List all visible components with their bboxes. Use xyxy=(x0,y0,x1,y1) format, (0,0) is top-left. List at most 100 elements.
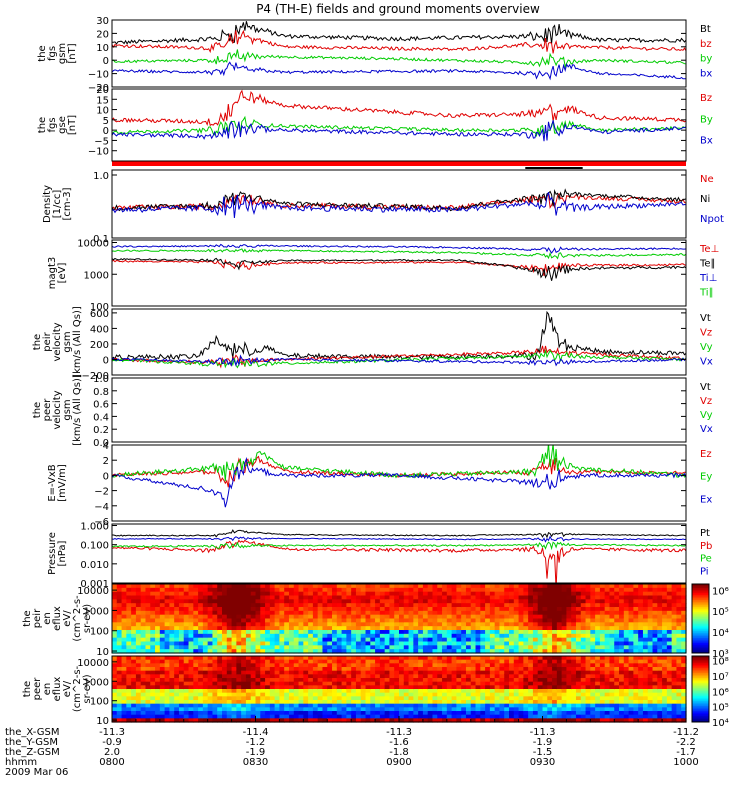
ephemeris-value-2-1: -1.9 xyxy=(246,747,266,758)
ephemeris-label-1: the_Y-GSM xyxy=(5,737,58,748)
chart-title: P4 (TH-E) fields and ground moments over… xyxy=(256,2,540,16)
legend-pressure-0: Pt xyxy=(700,528,710,539)
panel-density xyxy=(111,169,687,239)
ytick-label-peer_velocity-4: 0.2 xyxy=(93,425,109,436)
colorbar-label-peer_eflux-2: 10⁶ xyxy=(712,687,729,698)
xtick-label-0: 0800 xyxy=(99,757,124,768)
peir_eflux-ylabel-4: eV/ xyxy=(62,610,73,627)
ytick-label-peir_eflux-2: 100 xyxy=(90,627,109,638)
legend-temperature-0: Te⊥ xyxy=(699,244,719,255)
series-temperature-0 xyxy=(112,258,686,277)
fgs_gse-ylabel-0: the xyxy=(37,117,48,133)
ytick-label-fgs_gsm-1: 20 xyxy=(96,29,109,40)
ephemeris-value-1-0: -0.9 xyxy=(102,737,122,748)
peir_eflux-ylabel-5: (cm^2-s- xyxy=(72,595,83,642)
legend-peir_velocity-2: Vy xyxy=(700,342,713,353)
peer_velocity-ylabel-0: the xyxy=(32,402,43,418)
ephemeris-value-1-4: -2.2 xyxy=(676,737,696,748)
ephemeris-label-2: the_Z-GSM xyxy=(5,747,60,758)
ytick-label-pressure-2: 0.010 xyxy=(80,560,109,571)
legend-fgs_gse-0: Bz xyxy=(700,93,712,104)
ytick-label-peer_velocity-2: 0.6 xyxy=(93,400,109,411)
efield-ylabel-1: [mV/m] xyxy=(57,464,68,502)
pressure-ylabel-0: Pressure xyxy=(47,532,58,575)
legend-temperature-3: Ti∥ xyxy=(699,288,714,299)
ytick-label-peir_eflux-0: 10000 xyxy=(77,586,109,597)
density-ylabel-1: [1/cc] xyxy=(52,190,63,219)
ephemeris-value-0-1: -11.4 xyxy=(243,727,269,738)
panel-peir_eflux xyxy=(111,583,687,654)
ytick-label-efield-5: −6 xyxy=(94,517,109,528)
ephemeris-value-2-2: -1.8 xyxy=(389,747,409,758)
series-density-2 xyxy=(112,191,686,219)
ytick-label-peir_velocity-2: 200 xyxy=(90,340,109,351)
ytick-label-peir_velocity-3: 0 xyxy=(103,355,109,366)
ytick-label-fgs_gse-3: 5 xyxy=(103,116,109,127)
series-pressure-3 xyxy=(112,535,686,543)
legend-efield-2: Ex xyxy=(700,494,712,505)
ytick-label-peer_velocity-3: 0.4 xyxy=(93,412,109,423)
ytick-label-peer_velocity-5: 0.0 xyxy=(93,438,109,449)
series-pressure-0 xyxy=(112,529,686,539)
peer_eflux-ylabel-6: sr-eV) xyxy=(82,674,93,703)
ephemeris-label-0: the_X-GSM xyxy=(5,727,59,738)
pressure-ylabel-1: [nPa] xyxy=(57,540,68,566)
ytick-label-temperature-1: 1000 xyxy=(84,270,109,281)
peer_eflux-ylabel-4: eV/ xyxy=(62,680,73,697)
peir_velocity-ylabel-4: [km/s (All Qs)] xyxy=(72,306,83,378)
series-temperature-1 xyxy=(112,257,686,281)
efield-ylabel-0: E=-VxB xyxy=(47,464,58,501)
colorbar-peer_eflux xyxy=(691,655,710,723)
ytick-label-peer_eflux-2: 100 xyxy=(90,697,109,708)
series-fgs_gse-1 xyxy=(112,115,686,138)
colorbar-label-peer_eflux-4: 10⁴ xyxy=(712,718,729,729)
temperature-ylabel-0: magt3 xyxy=(47,257,58,290)
peer_velocity-ylabel-4: [km/s (All Qs)] xyxy=(72,374,83,446)
ephemeris-value-2-4: -1.7 xyxy=(676,747,696,758)
panel-pressure xyxy=(111,523,687,584)
xtick-label-4: 1000 xyxy=(673,757,698,768)
series-pressure-1 xyxy=(112,539,686,583)
xtick-label-1: 0830 xyxy=(243,757,268,768)
series-efield-0 xyxy=(112,455,686,488)
ytick-label-fgs_gse-2: 10 xyxy=(96,106,109,117)
ephemeris-value-2-3: -1.5 xyxy=(533,747,553,758)
peir_eflux-ylabel-0: the xyxy=(22,610,33,626)
legend-temperature-1: Te∥ xyxy=(699,259,716,270)
peir_eflux-ylabel-2: en xyxy=(42,612,53,625)
ytick-label-peir_eflux-1: 1000 xyxy=(84,606,109,617)
series-efield-2 xyxy=(112,456,686,508)
peer_velocity-ylabel-3: gsm xyxy=(62,399,73,420)
legend-density-1: Ni xyxy=(700,194,710,205)
date-label: 2009 Mar 06 xyxy=(5,767,68,778)
legend-efield-1: Ey xyxy=(700,472,712,483)
legend-peer_velocity-1: Vz xyxy=(700,396,712,407)
ytick-label-peer_eflux-0: 10000 xyxy=(77,658,109,669)
legend-fgs_gse-1: By xyxy=(700,114,713,125)
spectrogram-layer xyxy=(112,161,709,723)
ytick-label-peer_velocity-0: 1.0 xyxy=(93,374,109,385)
peer_eflux-ylabel-2: en xyxy=(42,683,53,696)
peir_eflux-ylabel-6: sr-eV) xyxy=(82,604,93,633)
quality-flag-bar xyxy=(112,161,686,166)
legend-peer_velocity-2: Vy xyxy=(700,410,713,421)
legend-peer_velocity-3: Vx xyxy=(700,424,713,435)
ytick-label-temperature-0: 10000 xyxy=(77,239,109,250)
fgs_gsm-ylabel-2: gsm xyxy=(57,43,68,64)
series-density-1 xyxy=(112,188,686,212)
series-fgs_gsm-0 xyxy=(112,21,686,45)
density-ylabel-0: Density xyxy=(42,185,53,223)
ytick-label-peir_velocity-4: −200 xyxy=(82,371,109,382)
ephemeris-value-0-2: -11.3 xyxy=(386,727,412,738)
peir_velocity-ylabel-3: gsm xyxy=(62,331,73,352)
ytick-label-peir_velocity-1: 400 xyxy=(90,324,109,335)
legend-fgs_gse-2: Bx xyxy=(700,136,713,147)
series-temperature-3 xyxy=(112,248,686,260)
ytick-label-fgs_gse-6: −10 xyxy=(88,147,109,158)
peir_velocity-ylabel-1: peir xyxy=(42,331,53,351)
colorbar-peir_eflux xyxy=(691,583,710,654)
peir_eflux-ylabel-1: peir xyxy=(32,608,43,628)
panel-peer_velocity xyxy=(111,377,687,443)
fgs_gse-ylabel-1: fgs xyxy=(47,117,58,132)
